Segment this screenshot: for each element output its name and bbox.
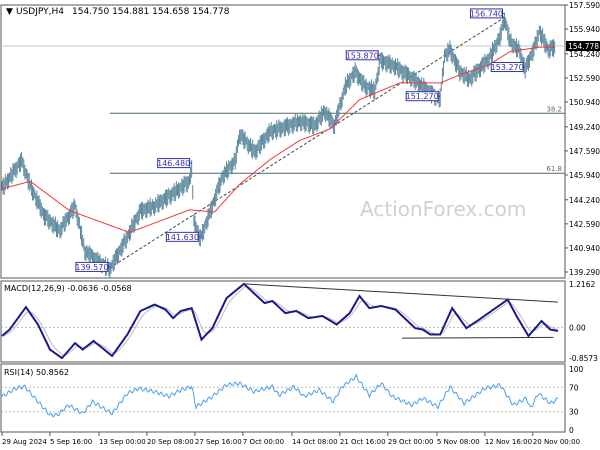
moving-average-line — [1, 46, 555, 233]
price-axis-label: 144.240 — [569, 196, 600, 205]
macd-line — [1, 282, 559, 360]
time-axis-label: 5 Sep 16:00 — [50, 438, 92, 446]
price-annotation-label: 153.270 — [491, 63, 524, 72]
rsi-axis-label: 70 — [569, 383, 579, 392]
price-annotation-label: 153.870 — [346, 51, 379, 60]
macd-axis-label: 0.00 — [569, 323, 586, 332]
price-annotation-label: 139.570 — [75, 263, 108, 272]
price-axis-label: 145.940 — [569, 171, 600, 180]
rsi-axis-label: 0 — [569, 426, 574, 435]
price-axis-label: 147.590 — [569, 147, 600, 156]
rsi-line — [1, 373, 559, 418]
price-axis-label: 155.940 — [569, 25, 600, 34]
trendline — [109, 16, 505, 269]
time-axis-label: 27 Sep 16:00 — [195, 438, 242, 446]
time-axis-label: 14 Oct 08:00 — [292, 438, 338, 446]
price-axis-label: 157.590 — [569, 1, 600, 10]
rsi-axis-label: 100 — [569, 365, 584, 374]
time-axis-label: 21 Oct 16:00 — [340, 438, 386, 446]
price-axis-label: 142.590 — [569, 220, 600, 229]
time-axis-label: 29 Aug 2024 — [2, 438, 47, 446]
price-axis-label: 139.290 — [569, 268, 600, 277]
time-axis-label: 20 Sep 08:00 — [147, 438, 194, 446]
price-axis-label: 152.590 — [569, 74, 600, 83]
fib-level-label: 38.2 — [546, 105, 562, 113]
time-axis-label: 13 Sep 00:00 — [99, 438, 146, 446]
rsi-axis-label: 30 — [569, 408, 579, 417]
current-price-label: 154.778 — [568, 42, 599, 51]
macd-panel-frame — [0, 280, 566, 363]
price-annotation-label: 146.480 — [157, 159, 190, 168]
price-annotation-label: 156.740 — [470, 9, 503, 18]
macd-axis-label: -0.8573 — [569, 354, 598, 363]
current-price-marker — [566, 41, 600, 52]
time-axis-label: 5 Nov 08:00 — [437, 438, 480, 446]
watermark: ActionForex.com — [360, 197, 526, 221]
time-axis-label: 20 Nov 00:00 — [533, 438, 580, 446]
price-annotation-label: 151.270 — [406, 92, 439, 101]
symbol-title: USDJPY,H4 — [16, 7, 64, 17]
macd-label: MACD(12,26,9) -0.0636 -0.0568 — [4, 284, 132, 293]
macd-axis-label: 1.2162 — [569, 280, 595, 289]
macd-signal-line — [1, 286, 559, 356]
macd-trendline — [402, 336, 554, 339]
time-axis-label: 7 Oct 00:00 — [243, 438, 284, 446]
fib-level-label: 61.8 — [546, 165, 562, 173]
price-axis-label: 149.240 — [569, 123, 600, 132]
price-axis-label: 140.940 — [569, 244, 600, 253]
rsi-panel-frame — [0, 363, 566, 433]
ohlc-values: 154.750 154.881 154.658 154.778 — [72, 7, 230, 17]
time-axis-label: 12 Nov 16:00 — [485, 438, 532, 446]
price-axis-label: 154.240 — [569, 50, 600, 59]
price-axis-label: 150.940 — [569, 98, 600, 107]
rsi-label: RSI(14) 50.8562 — [4, 368, 69, 377]
main-panel-frame — [0, 4, 566, 279]
collapse-triangle-icon[interactable]: ▼ — [6, 7, 13, 17]
macd-trendline — [243, 283, 558, 303]
time-axis-label: 29 Oct 00:00 — [388, 438, 434, 446]
price-annotation-label: 141.630 — [166, 233, 199, 242]
